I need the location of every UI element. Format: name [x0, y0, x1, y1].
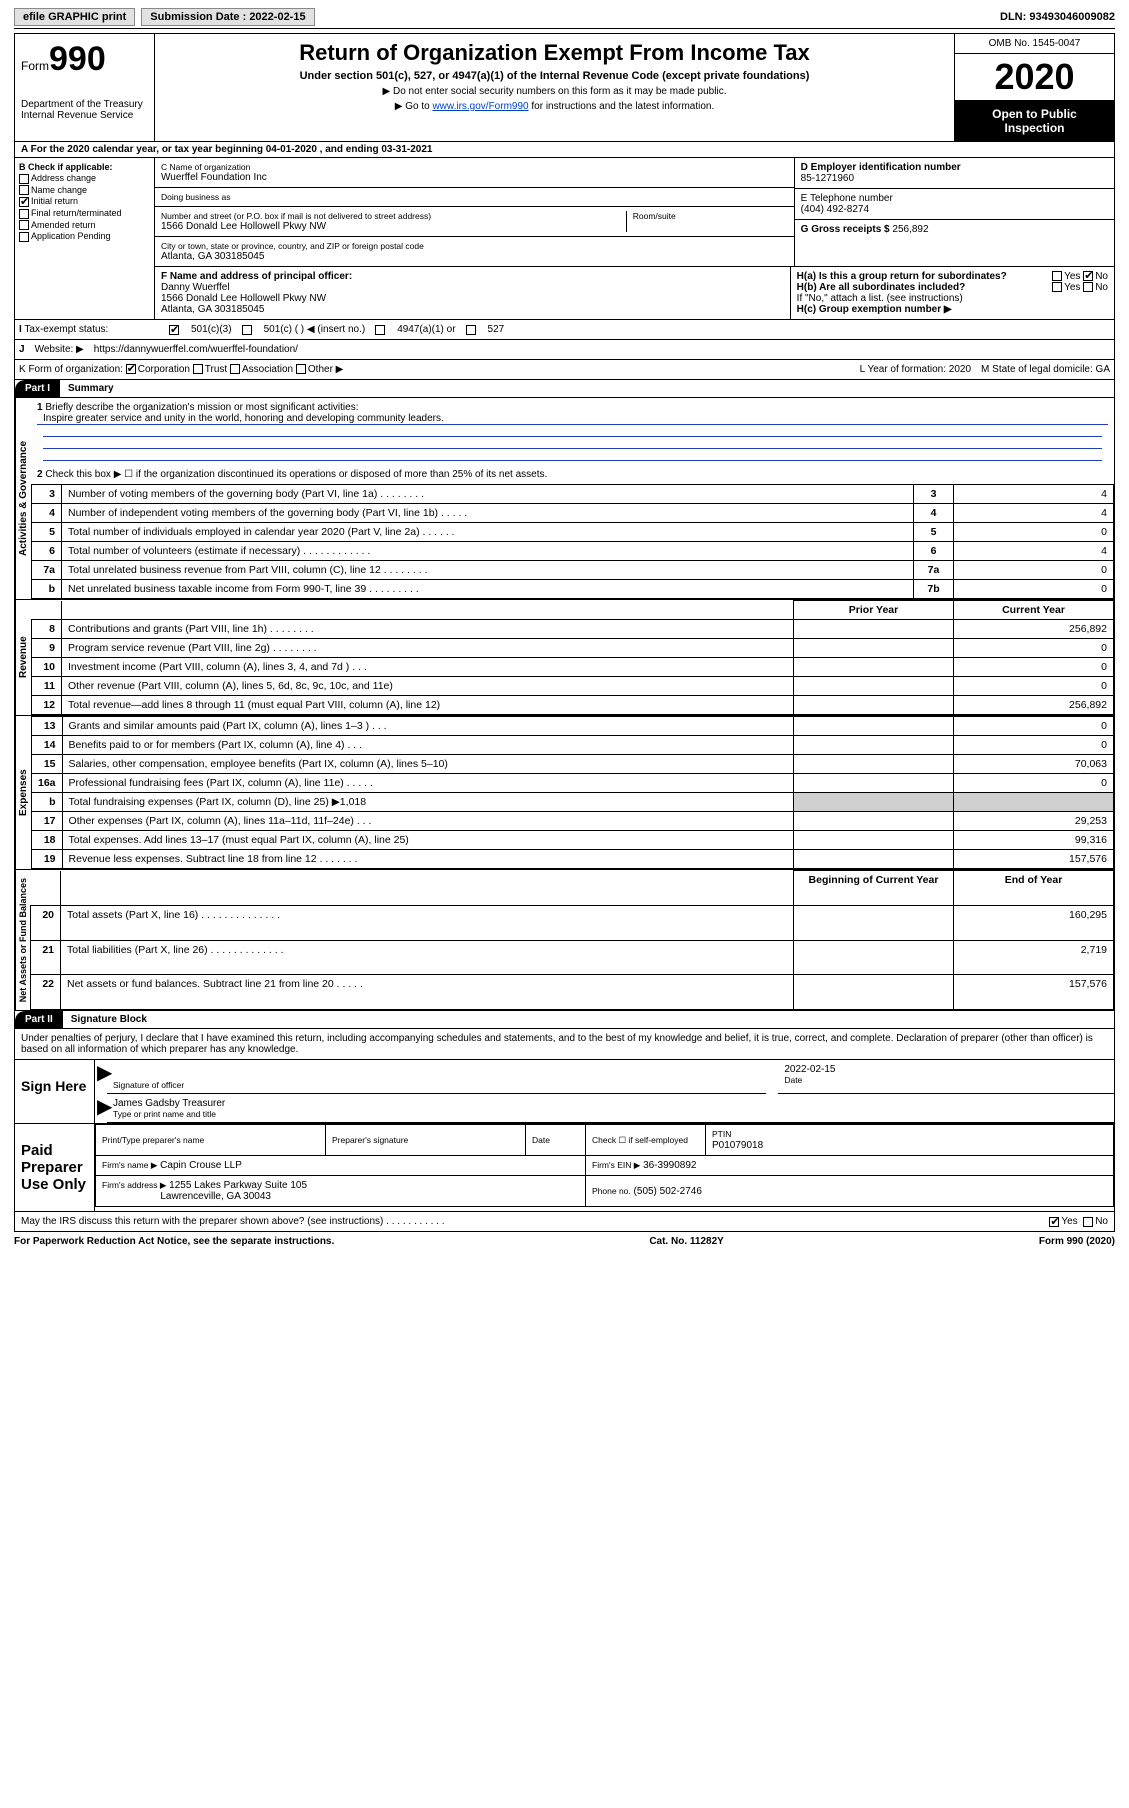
ptin: P01079018	[712, 1140, 763, 1151]
signer-name: James Gadsby Treasurer	[113, 1098, 1108, 1109]
gross-receipts: 256,892	[892, 224, 928, 235]
expenses-table: 13Grants and similar amounts paid (Part …	[31, 716, 1114, 869]
topbar: efile GRAPHIC print Submission Date : 20…	[14, 8, 1115, 29]
expenses-label: Expenses	[15, 716, 31, 869]
revenue-label: Revenue	[15, 600, 31, 715]
part1-title: Summary	[68, 383, 114, 394]
box-b: B Check if applicable: Address change Na…	[15, 158, 155, 319]
form-subtitle: Under section 501(c), 527, or 4947(a)(1)…	[161, 70, 948, 82]
part1-tag: Part I	[15, 380, 60, 397]
sign-here-label: Sign Here	[15, 1060, 95, 1123]
netassets-label: Net Assets or Fund Balances	[15, 870, 30, 1010]
firm-phone: (505) 502-2746	[634, 1186, 702, 1197]
form-note1: ▶ Do not enter social security numbers o…	[161, 86, 948, 97]
org-name: Wuerffel Foundation Inc	[161, 172, 788, 183]
mission-text: Inspire greater service and unity in the…	[37, 413, 1108, 425]
revenue-table: Prior YearCurrent Year8Contributions and…	[31, 600, 1114, 715]
form-title: Return of Organization Exempt From Incom…	[161, 40, 948, 66]
form-note2: ▶ Go to www.irs.gov/Form990 for instruct…	[161, 101, 948, 112]
governance-table: 3Number of voting members of the governi…	[31, 484, 1114, 599]
part2-tag: Part II	[15, 1011, 63, 1028]
form-number: 990	[49, 40, 106, 78]
phone: (404) 492-8274	[801, 204, 1108, 215]
form990-link[interactable]: www.irs.gov/Form990	[432, 101, 528, 112]
city: Atlanta, GA 303185045	[161, 251, 788, 262]
dln: DLN: 93493046009082	[1000, 11, 1115, 23]
preparer-table: Print/Type preparer's name Preparer's si…	[95, 1124, 1114, 1207]
open-inspection: Open to Public Inspection	[955, 101, 1114, 141]
submission-date-button[interactable]: Submission Date : 2022-02-15	[141, 8, 314, 26]
firm-ein: 36-3990892	[643, 1160, 696, 1171]
governance-label: Activities & Governance	[15, 398, 31, 599]
firm-name: Capin Crouse LLP	[160, 1160, 242, 1171]
dept-label: Department of the Treasury Internal Reve…	[21, 99, 148, 121]
efile-print-button[interactable]: efile GRAPHIC print	[14, 8, 135, 26]
discuss-row: May the IRS discuss this return with the…	[14, 1212, 1115, 1232]
netassets-table: Beginning of Current YearEnd of Year20To…	[30, 870, 1114, 1010]
officer-name: Danny Wuerffel	[161, 282, 784, 293]
ein: 85-1271960	[801, 173, 1108, 184]
form-label: Form	[21, 59, 49, 73]
period-row: A For the 2020 calendar year, or tax yea…	[14, 142, 1115, 158]
form-header: Form990 Department of the Treasury Inter…	[14, 33, 1115, 142]
declaration: Under penalties of perjury, I declare th…	[14, 1029, 1115, 1060]
street: 1566 Donald Lee Hollowell Pkwy NW	[161, 221, 626, 232]
footer: For Paperwork Reduction Act Notice, see …	[14, 1232, 1115, 1251]
omb-number: OMB No. 1545-0047	[955, 34, 1114, 54]
website: https://dannywuerffel.com/wuerffel-found…	[94, 344, 298, 355]
part2-title: Signature Block	[71, 1014, 147, 1025]
paid-preparer-label: Paid Preparer Use Only	[15, 1124, 95, 1211]
tax-year: 2020	[957, 56, 1112, 98]
